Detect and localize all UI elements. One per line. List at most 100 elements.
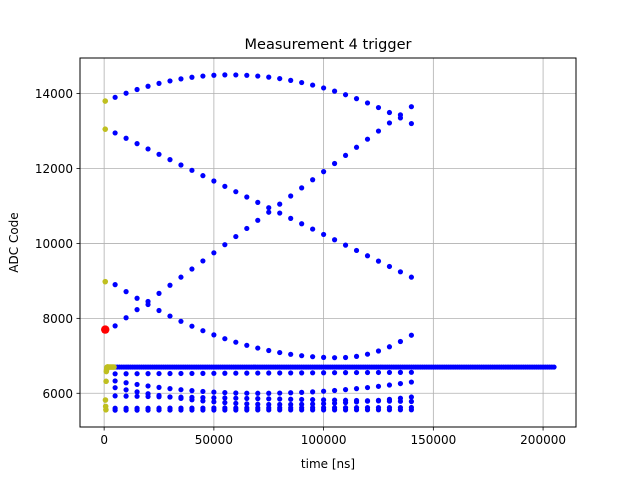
data-point [321, 388, 327, 394]
data-point [211, 72, 217, 78]
scatter-marks [101, 72, 557, 413]
data-point [222, 183, 228, 189]
data-point [321, 169, 327, 175]
data-point [353, 247, 360, 254]
data-point [145, 83, 151, 89]
data-point [200, 73, 206, 79]
data-point [375, 407, 382, 413]
data-point [222, 370, 228, 376]
data-point [167, 282, 173, 288]
data-point [288, 215, 294, 221]
data-point [310, 354, 316, 360]
data-point [310, 401, 316, 407]
data-point [321, 231, 327, 238]
data-point [408, 398, 414, 405]
data-point [244, 225, 250, 232]
data-point [167, 157, 173, 163]
data-point [123, 407, 129, 413]
data-point [321, 401, 327, 407]
data-point [167, 313, 173, 319]
data-point [211, 395, 217, 401]
data-point [178, 387, 184, 393]
early-point [103, 378, 109, 385]
data-point [134, 371, 140, 377]
data-point [288, 390, 294, 396]
data-point [244, 395, 250, 402]
data-point [277, 370, 283, 376]
data-point [200, 407, 206, 413]
data-point [233, 395, 239, 401]
data-point [321, 354, 327, 360]
data-point [244, 342, 250, 348]
data-point [331, 407, 338, 413]
data-point [123, 393, 129, 399]
baseline-point [551, 364, 557, 370]
data-point [364, 100, 371, 106]
data-point [310, 370, 316, 376]
data-point [189, 167, 195, 173]
x-tick-label: 150000 [410, 433, 456, 447]
data-point [134, 86, 140, 93]
data-point [244, 390, 250, 396]
data-point [353, 353, 360, 359]
data-point [299, 389, 305, 395]
data-point [288, 193, 294, 199]
data-point [178, 407, 184, 413]
data-point [156, 290, 162, 296]
data-point [145, 301, 151, 308]
data-point [375, 258, 382, 264]
x-axis-label: time [ns] [301, 457, 355, 471]
data-point [342, 387, 349, 393]
data-point [233, 72, 239, 78]
data-point [189, 388, 195, 394]
data-point [375, 383, 382, 389]
data-point [386, 369, 393, 376]
data-point [342, 92, 349, 98]
data-point [288, 370, 294, 376]
data-point [342, 152, 349, 159]
data-point [310, 397, 316, 403]
data-point [408, 120, 414, 127]
data-point [222, 390, 228, 396]
data-point [134, 393, 140, 399]
data-point [167, 394, 173, 400]
data-point [397, 407, 404, 413]
data-point [255, 370, 261, 376]
data-point [397, 369, 404, 375]
data-point [364, 253, 371, 259]
trigger-point [101, 325, 110, 334]
data-point [134, 307, 140, 313]
data-point [386, 263, 393, 270]
data-point [134, 295, 140, 301]
data-point [342, 354, 349, 361]
data-point [189, 323, 195, 329]
data-point [244, 407, 250, 413]
data-point [397, 380, 404, 387]
data-point [321, 407, 327, 413]
data-point [277, 407, 283, 413]
data-point [331, 387, 338, 394]
data-point [244, 72, 250, 78]
data-point [288, 407, 294, 413]
data-point [364, 351, 371, 357]
data-point [233, 407, 239, 413]
data-point [189, 74, 195, 80]
data-point [255, 390, 261, 396]
data-point [342, 370, 349, 376]
data-point [156, 384, 162, 390]
data-point [342, 397, 349, 403]
data-point [244, 370, 250, 376]
data-point [331, 370, 338, 376]
early-point [102, 98, 109, 104]
data-point [310, 82, 316, 88]
data-point [134, 141, 140, 147]
data-point [145, 383, 151, 389]
data-point [375, 128, 382, 134]
data-point [233, 390, 239, 396]
data-point [200, 328, 206, 334]
data-point [255, 396, 261, 402]
data-point [288, 77, 294, 84]
data-point [353, 96, 360, 102]
y-tick-label: 6000 [42, 387, 73, 401]
